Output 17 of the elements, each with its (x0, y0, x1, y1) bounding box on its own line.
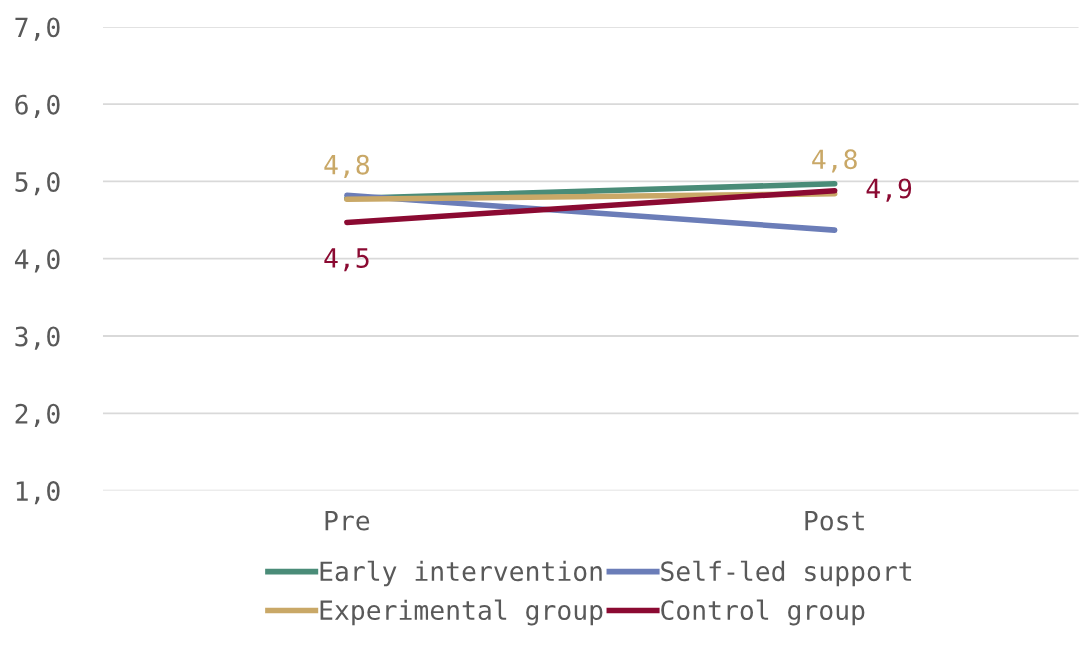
legend-label: Experimental group (320, 599, 603, 626)
y-tick-label: 3,0 (15, 326, 60, 350)
data-label: 4,9 (866, 178, 912, 202)
x-tick-label: Post (805, 510, 864, 531)
data-label: 4,8 (812, 149, 857, 173)
y-tick-label: 6,0 (15, 94, 60, 118)
x-tick-label: Pre (325, 510, 370, 531)
y-tick-label: 7,0 (15, 17, 60, 41)
y-tick-label: 1,0 (16, 481, 60, 505)
y-tick-label: 2,0 (15, 403, 60, 428)
legend-label: Self-led support (661, 560, 912, 587)
legend-label: Early intervention (320, 560, 602, 587)
legend-label: Control group (661, 599, 865, 626)
y-tick-label: 5,0 (15, 171, 60, 196)
data-label: 4,8 (324, 154, 370, 178)
data-label: 4,5 (324, 248, 369, 272)
y-tick-label: 4,0 (14, 249, 60, 273)
